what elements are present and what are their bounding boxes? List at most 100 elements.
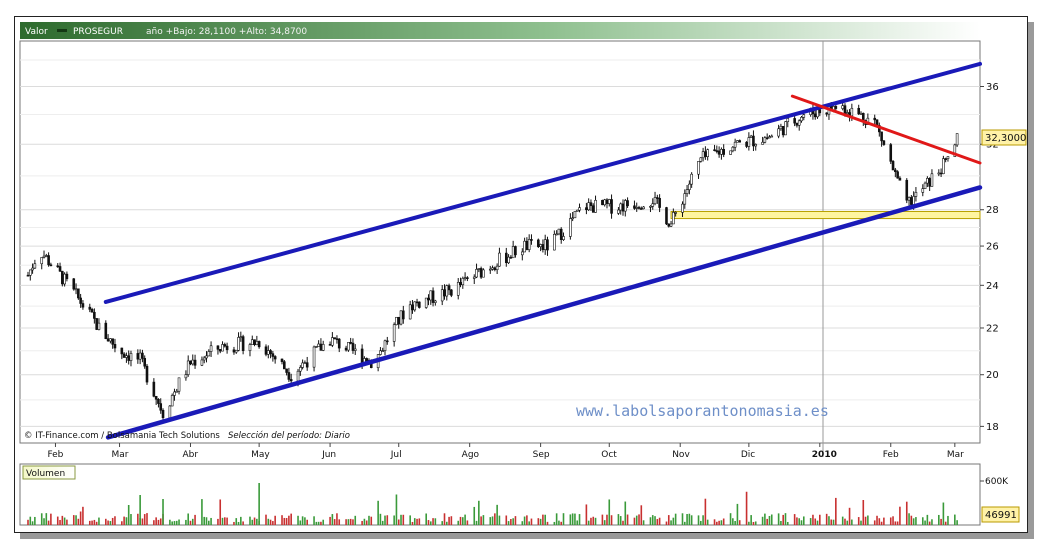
volume-bar (828, 516, 830, 525)
candle-body (722, 149, 725, 155)
volume-axis-label: 600K (985, 477, 1009, 487)
candle-body (640, 208, 643, 210)
candle-body (546, 239, 549, 251)
volume-bar (93, 519, 96, 525)
candle-body (688, 183, 691, 190)
volume-bar (333, 519, 336, 525)
candle-body (509, 256, 513, 259)
candle-body (656, 197, 659, 199)
price-volume-chart: Valor PROSEGUR año +Bajo: 28,1100 +Alto:… (19, 22, 1027, 526)
candle-body (143, 358, 147, 367)
volume-bar (915, 517, 917, 525)
upper-channel-line (103, 61, 982, 304)
volume-bar (322, 519, 325, 525)
candle-body (255, 341, 259, 345)
candle-body (653, 197, 657, 205)
volume-bar (251, 519, 254, 525)
price-badge: 32,3000 (985, 133, 1026, 144)
candle-body (573, 211, 577, 219)
volume-bar (272, 521, 274, 525)
volume-bar (363, 518, 366, 525)
candle-body (63, 273, 66, 285)
candle-body (571, 217, 574, 220)
volume-bar (562, 513, 565, 525)
volume-bar (521, 521, 524, 525)
candle-body (530, 239, 533, 241)
candle-body (129, 353, 133, 361)
volume-bar (448, 516, 450, 525)
volume-bar (457, 520, 460, 525)
candle-body (312, 346, 316, 368)
candle-body (912, 196, 915, 205)
candle-body (408, 304, 412, 320)
volume-bar (95, 521, 98, 525)
volume-bar (47, 520, 50, 525)
candle-body (104, 322, 108, 340)
candle-body (699, 157, 703, 162)
candle-body (802, 114, 806, 118)
volume-bar (928, 521, 931, 525)
candle-body (177, 377, 181, 392)
candle-body (216, 345, 220, 350)
candle-body (633, 205, 636, 209)
candle-body (843, 105, 847, 115)
candle-body (47, 255, 50, 266)
volume-bar (867, 515, 869, 525)
support-band (670, 210, 981, 220)
volume-bar (290, 513, 292, 525)
header-range: año +Bajo: 28,1100 +Alto: 34,8700 (146, 27, 307, 37)
candle-body (939, 172, 943, 175)
candle-body (745, 141, 748, 147)
volume-bar (88, 520, 91, 525)
candle-body (72, 278, 76, 290)
candle-body (93, 311, 96, 319)
volume-bar (203, 516, 206, 525)
y-tick-label: 26 (986, 242, 999, 253)
volume-bar (306, 519, 308, 525)
candle-body (733, 141, 737, 148)
volume-bar (830, 519, 833, 525)
candle-body (498, 252, 501, 267)
volume-bar (338, 519, 341, 525)
candle-body (145, 365, 149, 383)
candle-body (482, 269, 485, 278)
volume-bar (123, 516, 125, 525)
volume-bar (697, 515, 700, 525)
volume-bar (880, 521, 883, 525)
volume-bar (574, 513, 576, 525)
volume-bar (29, 516, 32, 525)
volume-bar (814, 518, 817, 525)
candle-body (623, 200, 627, 212)
candle-body (825, 112, 828, 115)
candle-body (841, 105, 844, 109)
volume-bar (505, 515, 508, 525)
candle-body (527, 239, 531, 250)
candle-body (928, 178, 931, 187)
volume-bar (43, 518, 45, 525)
volume-bar (79, 511, 82, 525)
x-tick-label: Jul (390, 450, 402, 460)
volume-bar (368, 515, 370, 525)
volume-bar (912, 518, 915, 525)
volume-bar (107, 520, 109, 525)
volume-bar (507, 521, 510, 525)
volume-bar (944, 521, 947, 525)
x-tick-label: Sep (533, 450, 550, 460)
volume-bar (130, 514, 132, 525)
volume-bar (899, 506, 901, 525)
candle-body (33, 263, 37, 269)
volume-bar (940, 518, 942, 525)
volume-bar (512, 518, 514, 525)
candle-body (168, 405, 172, 418)
candle-body (946, 156, 950, 159)
volume-bar (734, 520, 736, 525)
volume-bar (665, 521, 668, 525)
candle-body (379, 350, 382, 355)
volume-bar (491, 516, 494, 525)
candle-body (926, 178, 929, 184)
volume-bar (780, 520, 782, 525)
footer-period: Selección del período: Diario (228, 430, 350, 441)
volume-bar (622, 520, 624, 525)
volume-bar (688, 513, 691, 525)
volume-bar (345, 519, 347, 525)
